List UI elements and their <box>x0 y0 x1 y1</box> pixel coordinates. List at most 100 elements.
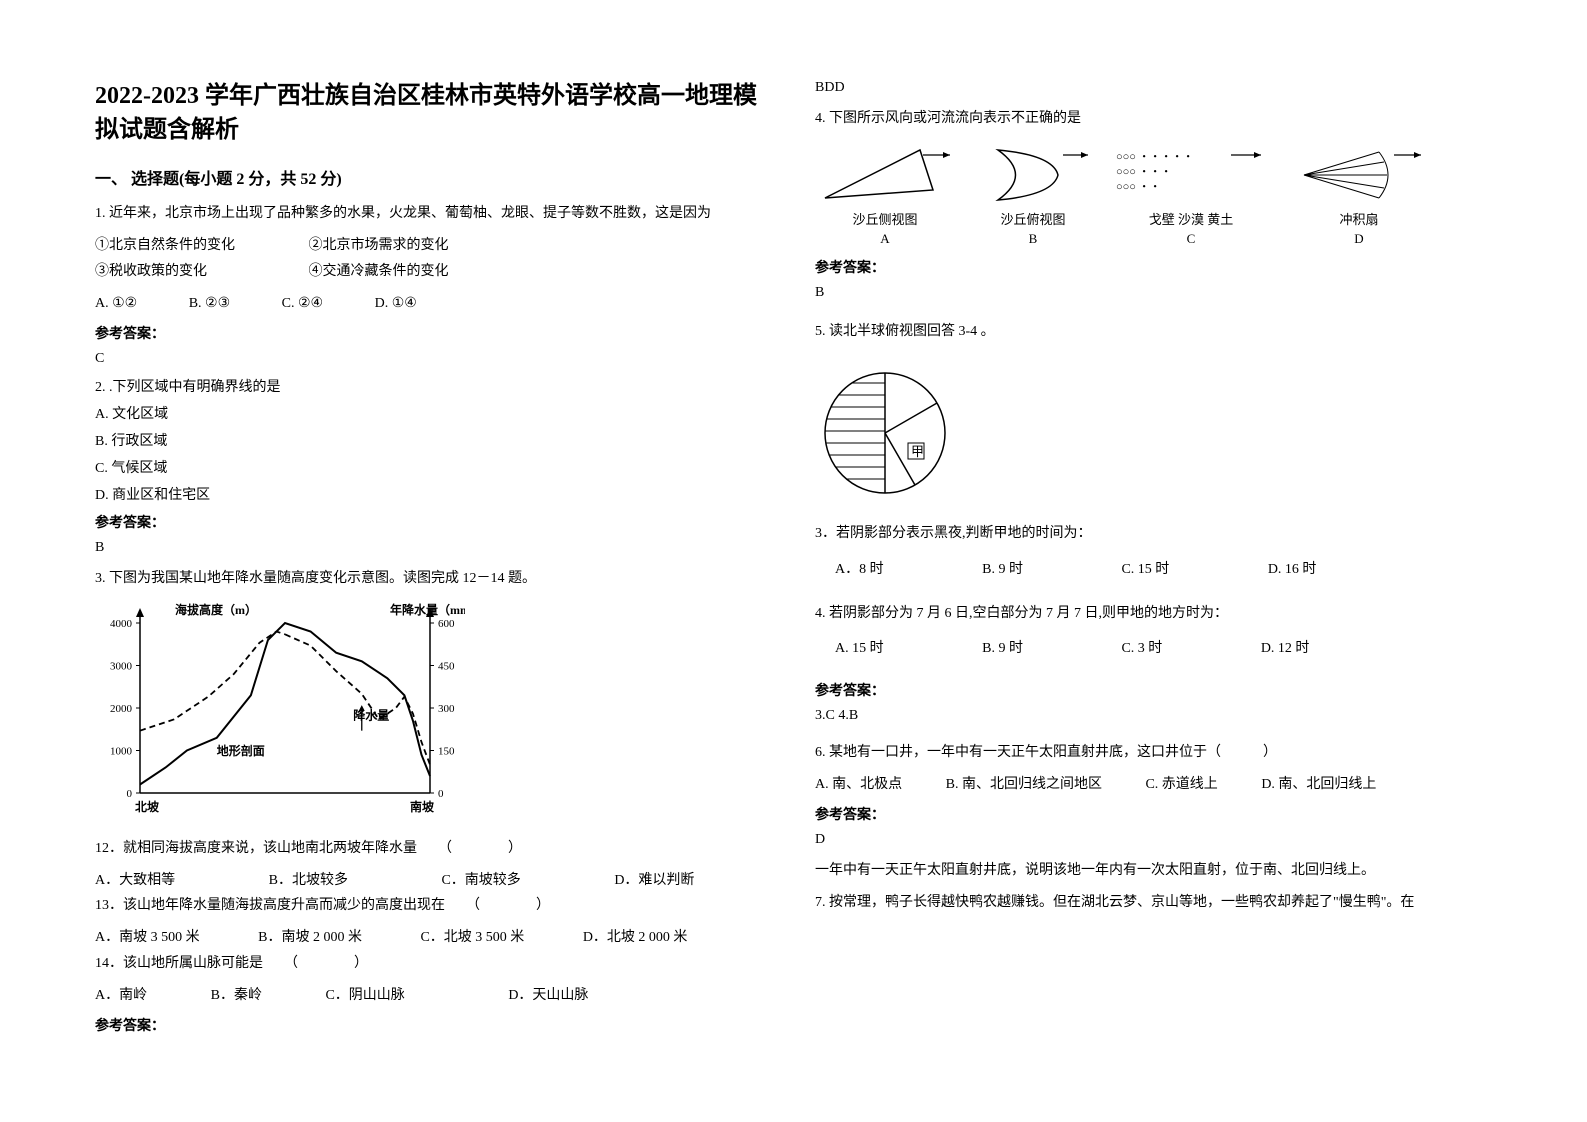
q3block-answer: BDD <box>815 80 1485 96</box>
q1-o4: ④交通冷藏条件的变化 <box>309 264 449 279</box>
svg-text:3000: 3000 <box>110 660 133 672</box>
q6-explain: 一年中有一天正午太阳直射井底，说明该地一年内有一次太阳直射，位于南、北回归线上。 <box>815 858 1485 884</box>
svg-text:450: 450 <box>438 660 455 672</box>
q13-optD: D．北坡 2 000 米 <box>583 925 688 951</box>
svg-text:○○○ ・・・: ○○○ ・・・ <box>1116 166 1172 178</box>
svg-text:600: 600 <box>438 618 455 630</box>
svg-text:地形剖面: 地形剖面 <box>217 742 265 757</box>
q2-optA: A. 文化区域 <box>95 404 765 425</box>
q13-optB: B．南坡 2 000 米 <box>258 925 362 951</box>
svg-text:○○○ ・・・・・: ○○○ ・・・・・ <box>1116 151 1194 163</box>
q5-4-optC: C. 3 时 <box>1121 636 1162 662</box>
q13-optA: A．南坡 3 500 米 <box>95 925 200 951</box>
svg-text:300: 300 <box>438 703 455 715</box>
q5-4-options: A. 15 时 B. 9 时 C. 3 时 D. 12 时 <box>835 636 1485 662</box>
q5-globe-diagram: 甲 <box>815 363 1485 503</box>
answer-label: 参考答案： <box>815 257 1485 277</box>
q1-numlines: ①北京自然条件的变化 ②北京市场需求的变化 ③税收政策的变化 ④交通冷藏条件的变… <box>95 233 765 285</box>
q2-stem: 2. .下列区域中有明确界线的是 <box>95 377 765 398</box>
q14-optB: B．秦岭 <box>211 983 262 1009</box>
q12-optD: D．难以判断 <box>614 868 694 894</box>
q12-options: A．大致相等 B．北坡较多 C．南坡较多 D．难以判断 <box>95 868 765 894</box>
q6-optB: B. 南、北回归线之间地区 <box>946 772 1102 798</box>
q14-optA: A．南岭 <box>95 983 147 1009</box>
q5-3-optA: A．8 时 <box>835 557 884 583</box>
q5-3-optD: D. 16 时 <box>1268 557 1317 583</box>
q12-stem: 12．就相同海拔高度来说，该山地南北两坡年降水量 （ ） <box>95 836 765 862</box>
q14-optC: C．阴山山脉 <box>325 983 404 1009</box>
q1-optB: B. ②③ <box>189 291 230 317</box>
svg-text:海拔高度（m）: 海拔高度（m） <box>175 602 257 617</box>
q1-stem: 1. 近年来，北京市场上出现了品种繁多的水果，火龙果、葡萄柚、龙眼、提子等数不胜… <box>95 201 765 227</box>
answer-label: 参考答案： <box>95 512 765 532</box>
q3-stem: 3. 下图为我国某山地年降水量随高度变化示意图。读图完成 12－14 题。 <box>95 566 765 592</box>
dia-C-cap2: C <box>1111 229 1271 249</box>
answer-label: 参考答案： <box>815 680 1485 700</box>
svg-text:○○○ ・・: ○○○ ・・ <box>1116 181 1161 193</box>
dia-A-cap2: A <box>815 229 955 249</box>
q13-options: A．南坡 3 500 米 B．南坡 2 000 米 C．北坡 3 500 米 D… <box>95 925 765 951</box>
q5-4-optA: A. 15 时 <box>835 636 884 662</box>
svg-text:0: 0 <box>127 788 133 800</box>
q13-optC: C．北坡 3 500 米 <box>420 925 524 951</box>
elevation-precip-chart: 0 1000 2000 3000 4000 0 150 300 450 600 海拔高度（m） 年降水… <box>95 598 765 828</box>
q4-answer: B <box>815 285 1485 301</box>
q5-3-options: A．8 时 B. 9 时 C. 15 时 D. 16 时 <box>835 557 1485 583</box>
q1-options: A. ①② B. ②③ C. ②④ D. ①④ <box>95 291 765 317</box>
dia-C: ○○○ ・・・・・ ○○○ ・・・ ○○○ ・・ 戈壁 沙漠 黄土 C <box>1111 140 1271 249</box>
svg-text:北坡: 北坡 <box>135 799 160 814</box>
q1-optD: D. ①④ <box>375 291 417 317</box>
q5-4-optB: B. 9 时 <box>982 636 1023 662</box>
q6-options: A. 南、北极点 B. 南、北回归线之间地区 C. 赤道线上 D. 南、北回归线… <box>815 772 1485 798</box>
q5-3-optC: C. 15 时 <box>1121 557 1169 583</box>
q5-3-stem: 3．若阴影部分表示黑夜,判断甲地的时间为： <box>815 521 1485 547</box>
svg-text:4000: 4000 <box>110 618 133 630</box>
q2-optC: C. 气候区域 <box>95 458 765 479</box>
dia-C-cap1: 戈壁 沙漠 黄土 <box>1111 210 1271 230</box>
svg-text:南坡: 南坡 <box>410 799 435 814</box>
doc-title: 2022-2023 学年广西壮族自治区桂林市英特外语学校高一地理模拟试题含解析 <box>95 80 765 147</box>
q1-o2: ②北京市场需求的变化 <box>309 238 449 253</box>
svg-text:年降水量（mm）: 年降水量（mm） <box>390 602 465 617</box>
q6-stem: 6. 某地有一口井，一年中有一天正午太阳直射井底，这口井位于（ ） <box>815 740 1485 766</box>
q4-diagram-row: 沙丘侧视图 A 沙丘俯视图 B ○○○ ・・・・・ ○○○ ・・・ ○○○ ・・… <box>815 140 1485 249</box>
q2-answer: B <box>95 540 765 556</box>
q7-stem: 7. 按常理，鸭子长得越快鸭农越赚钱。但在湖北云梦、京山等地，一些鸭农却养起了"… <box>815 890 1485 916</box>
q6-optD: D. 南、北回归线上 <box>1261 772 1376 798</box>
q14-options: A．南岭 B．秦岭 C．阴山山脉 D．天山山脉 <box>95 983 765 1009</box>
q1-answer: C <box>95 351 765 367</box>
q6-optC: C. 赤道线上 <box>1145 772 1217 798</box>
q5-4-optD: D. 12 时 <box>1261 636 1310 662</box>
q14-stem: 14．该山地所属山脉可能是 （ ） <box>95 951 765 977</box>
svg-text:150: 150 <box>438 745 455 757</box>
answer-label: 参考答案： <box>95 323 765 343</box>
dia-D: 冲积扇 D <box>1289 140 1429 249</box>
q2-optD: D. 商业区和住宅区 <box>95 485 765 506</box>
jia-label: 甲 <box>911 444 924 459</box>
q14-optD: D．天山山脉 <box>508 983 588 1009</box>
q1-o3: ③税收政策的变化 <box>95 259 305 285</box>
q1-o1: ①北京自然条件的变化 <box>95 233 305 259</box>
dia-B-cap2: B <box>973 229 1093 249</box>
section-head: 一、 选择题(每小题 2 分，共 52 分) <box>95 165 765 189</box>
q12-optA: A．大致相等 <box>95 868 175 894</box>
q5-stem: 5. 读北半球俯视图回答 3-4 。 <box>815 319 1485 345</box>
q12-optB: B．北坡较多 <box>269 868 348 894</box>
q4-stem: 4. 下图所示风向或河流流向表示不正确的是 <box>815 106 1485 132</box>
q2-optB: B. 行政区域 <box>95 431 765 452</box>
svg-text:降水量: 降水量 <box>353 707 389 722</box>
q6-optA: A. 南、北极点 <box>815 772 902 798</box>
q1-optC: C. ②④ <box>282 291 323 317</box>
dia-B: 沙丘俯视图 B <box>973 140 1093 249</box>
answer-label: 参考答案： <box>95 1015 765 1035</box>
q5-3-optB: B. 9 时 <box>982 557 1023 583</box>
svg-text:2000: 2000 <box>110 703 133 715</box>
svg-text:0: 0 <box>438 788 444 800</box>
q5-answer: 3.C 4.B <box>815 708 1485 724</box>
answer-label: 参考答案： <box>815 804 1485 824</box>
q6-answer: D <box>815 832 1485 848</box>
svg-text:1000: 1000 <box>110 745 133 757</box>
dia-D-cap2: D <box>1289 229 1429 249</box>
dia-A-cap1: 沙丘侧视图 <box>815 210 955 230</box>
dia-B-cap1: 沙丘俯视图 <box>973 210 1093 230</box>
